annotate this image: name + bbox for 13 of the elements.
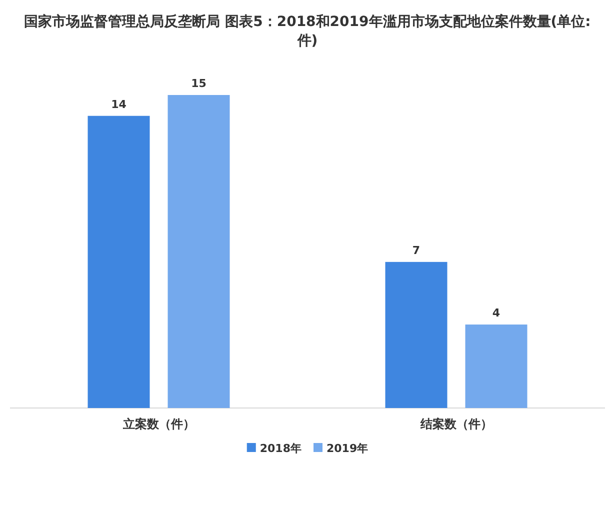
bar [88,116,150,408]
bar [168,95,230,408]
legend-label: 2018年 [260,442,302,455]
bar [465,324,528,408]
data-label: 15 [191,77,206,90]
data-label: 4 [492,306,500,320]
bar [385,262,448,408]
x-tick-label: 结案数（件） [419,417,492,431]
chart-title: 国家市场监督管理总局反垄断局 图表5：2018和2019年滥用市场支配地位案件数量(单位:件) [24,13,591,49]
x-tick-label: 立案数（件） [122,417,195,431]
data-label: 14 [111,98,127,111]
legend-label: 2019年 [326,442,368,455]
data-label: 7 [412,244,420,257]
